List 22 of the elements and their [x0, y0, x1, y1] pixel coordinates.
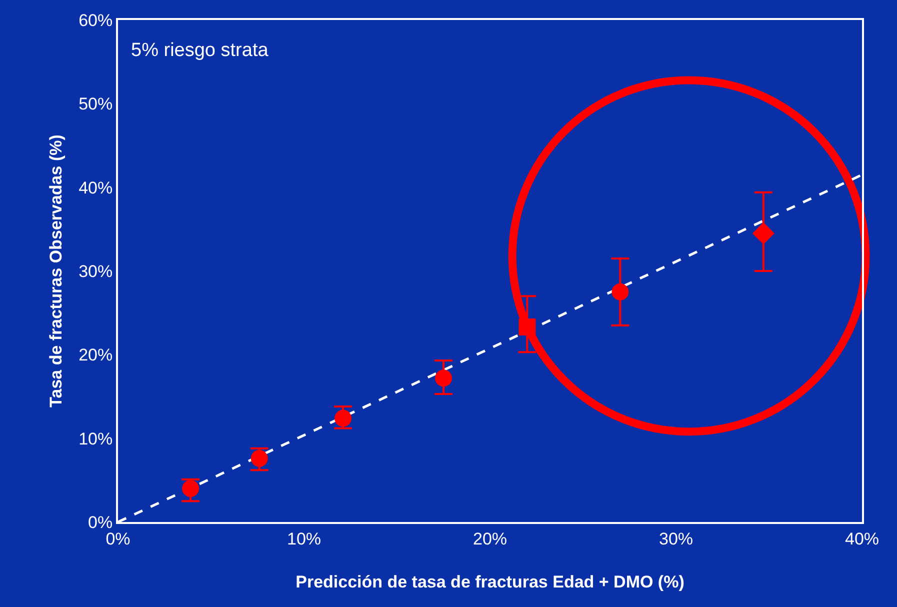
y-tick-label: 0%	[88, 512, 113, 532]
y-tick-label: 30%	[78, 262, 113, 281]
point	[518, 318, 536, 336]
point	[612, 283, 629, 300]
point	[435, 370, 452, 387]
y-tick-label: 10%	[78, 429, 113, 448]
y-tick-label: 60%	[78, 10, 113, 30]
annotation: 5% riesgo strata	[131, 40, 269, 61]
x-tick-label: 40%	[844, 529, 880, 548]
point	[250, 450, 268, 467]
y-tick-label: 40%	[78, 178, 113, 198]
x-tick-label: 30%	[658, 529, 694, 548]
point	[182, 480, 200, 498]
x-tick-label: 20%	[472, 529, 508, 548]
x-axis-title: Predicción de tasa de fracturas Edad + DMO (%)	[296, 572, 684, 592]
point	[334, 410, 352, 427]
y-tick-label: 20%	[78, 346, 113, 365]
y-axis-title: Tasa de fracturas Observadas (%)	[46, 134, 66, 408]
point	[752, 222, 774, 244]
x-tick-label: 0%	[106, 529, 130, 548]
x-tick-label: 10%	[286, 529, 322, 548]
y-tick-label: 50%	[78, 94, 113, 114]
